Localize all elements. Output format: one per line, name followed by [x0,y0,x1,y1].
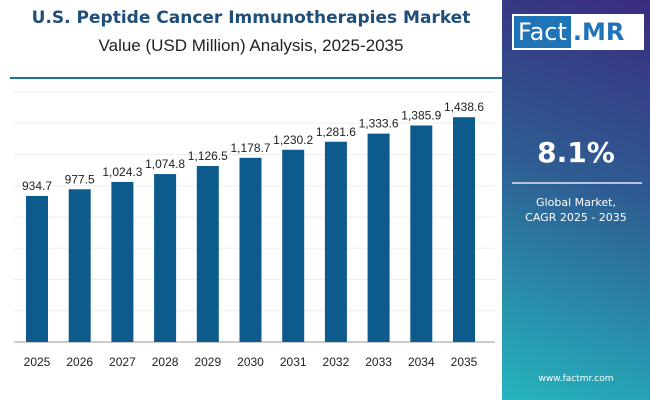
chart-title: U.S. Peptide Cancer Immunotherapies Mark… [31,8,471,28]
data-label: 1,438.6 [444,100,484,114]
x-tick-label: 2026 [66,355,93,369]
bar [453,117,475,342]
x-tick-label: 2035 [451,355,478,369]
factmr-logo: Fact .MR [512,14,644,50]
caption-line2: CAGR 2025 - 2035 [525,211,627,224]
data-label: 1,024.3 [102,165,142,179]
bar [196,165,219,342]
side-panel: Fact .MR 8.1% Global Market, CAGR 2025 -… [502,0,650,400]
data-label: 1,281.6 [316,125,356,139]
title-divider [10,77,502,79]
x-tick-label: 2033 [365,355,392,369]
bar [154,174,177,342]
panel-divider [512,182,642,184]
data-label: 934.7 [22,179,52,193]
bar [367,133,390,342]
caption-line1: Global Market, [536,196,616,209]
x-tick-label: 2028 [152,355,179,369]
data-label: 1,126.5 [188,149,228,163]
bar [239,157,262,342]
logo-mr: .MR [572,18,625,46]
x-tick-label: 2032 [323,355,350,369]
website-url: www.factmr.com [538,374,614,384]
x-tick-label: 2034 [408,355,435,369]
bar [68,189,91,342]
x-tick-label: 2031 [280,355,307,369]
x-tick-label: 2027 [109,355,136,369]
data-label: 1,074.8 [145,157,185,171]
logo-fact: Fact [514,16,571,48]
x-tick-label: 2025 [24,355,51,369]
x-tick-label: 2029 [194,355,221,369]
bar [26,195,48,342]
data-label: 1,385.9 [401,108,441,122]
bar [282,149,305,342]
bar [324,141,347,342]
data-label: 977.5 [65,172,95,186]
data-label: 1,333.6 [359,117,399,131]
chart-subtitle: Value (USD Million) Analysis, 2025-2035 [98,36,404,55]
cagr-value: 8.1% [537,136,615,169]
bar [111,181,134,342]
x-tick-label: 2030 [237,355,264,369]
bar [410,125,433,342]
data-label: 1,230.2 [273,133,313,147]
data-label: 1,178.7 [230,141,270,155]
cagr-caption: Global Market, CAGR 2025 - 2035 [502,195,650,225]
bar-chart: 934.7 2025 977.5 2026 1,024.3 2027 1,074.8 2028… [14,91,495,369]
